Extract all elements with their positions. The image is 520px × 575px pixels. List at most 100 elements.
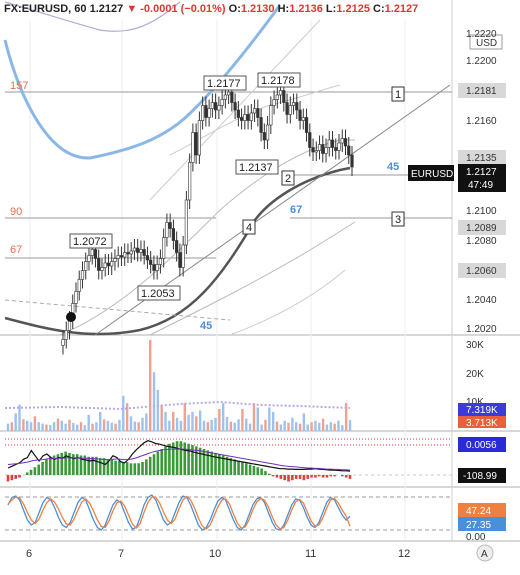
candle-body-57 — [246, 114, 250, 121]
macd-bar-59 — [233, 459, 237, 475]
candle-body-0 — [61, 339, 65, 346]
currency-badge-label: USD — [476, 38, 497, 49]
ma-label-45-lower: 45 — [200, 320, 212, 332]
candle-body-18 — [119, 255, 124, 258]
candle-body-33 — [168, 222, 172, 229]
candle-body-13 — [103, 262, 107, 268]
volume-bar-22 — [91, 423, 94, 431]
volume-bar-79 — [310, 422, 313, 431]
macd-bar-11 — [48, 456, 52, 475]
macd-bar-76 — [298, 475, 302, 479]
callout-1-2137: 1.2137 — [239, 162, 273, 174]
open-label: O: — [228, 3, 241, 15]
moving-averages — [3, 1, 451, 336]
candle-body-47 — [214, 102, 218, 111]
candle-body-77 — [311, 147, 315, 153]
candle-body-28 — [152, 264, 156, 271]
callout-1-2178: 1.2178 — [261, 75, 295, 87]
volume-bar-25 — [102, 419, 106, 431]
macd-bar-42 — [168, 443, 171, 475]
volume-bar-64 — [252, 403, 256, 431]
volume-bars — [6, 339, 352, 431]
trendline-lower — [4, 299, 231, 321]
candle-body-87 — [343, 138, 348, 147]
candle-body-50 — [223, 94, 227, 100]
candle-body-60 — [256, 108, 260, 118]
price-axis[interactable]: USD 1.2220 1.2200 1.2181 1.2160 1.2135 E… — [408, 29, 506, 335]
volume-bar-62 — [245, 418, 248, 431]
wave-markers: 1 2 3 4 — [242, 86, 405, 235]
volume-bar-60 — [237, 419, 240, 431]
volume-bar-45 — [179, 420, 183, 431]
macd-bar-82 — [321, 475, 325, 478]
macd-bar-15 — [64, 451, 67, 475]
macd-bar-20 — [83, 455, 87, 475]
volume-bar-77 — [302, 413, 306, 431]
volume-bar-70 — [275, 421, 279, 431]
candle-body-32 — [165, 222, 169, 238]
marker-4: 4 — [246, 222, 252, 234]
stoch-line-0 — [7, 494, 351, 531]
candle-body-46 — [210, 102, 214, 109]
volume-bar-13 — [56, 418, 60, 431]
volume-bar-66 — [260, 424, 263, 431]
candle-body-70 — [288, 105, 292, 115]
volume-bar-52 — [206, 422, 210, 431]
volume-bar-67 — [264, 419, 267, 431]
volume-bar-7 — [33, 416, 37, 431]
candle-body-81 — [324, 147, 328, 154]
macd-bar-27 — [110, 459, 114, 475]
volume-bar-5 — [26, 420, 29, 431]
stoch-zero: 0.00 — [466, 532, 486, 543]
macd-bar-64 — [252, 465, 256, 475]
macd-bar-21 — [87, 456, 90, 475]
macd-bar-84 — [329, 475, 333, 477]
candle-body-6 — [80, 270, 85, 280]
stochastic-axis: 47.24 27.35 0.00 — [458, 503, 506, 543]
volume-bar-3 — [18, 404, 21, 431]
volume-ma-line — [4, 400, 351, 411]
candle-body-21 — [129, 250, 133, 255]
candle-body-38 — [184, 199, 188, 246]
ma-blue-upper — [3, 4, 282, 160]
macd-bar-50 — [198, 447, 202, 475]
volume-bar-78 — [306, 424, 309, 431]
volume-bar-32 — [129, 416, 133, 431]
volume-bar-17 — [72, 422, 75, 431]
price-tick-1-2060: 1.2060 — [466, 266, 497, 277]
macd-bar-52 — [206, 450, 210, 475]
volume-last-value: 3.713K — [466, 418, 498, 429]
volume-bar-54 — [214, 417, 217, 431]
candle-body-51 — [227, 91, 231, 96]
candle-body-83 — [330, 139, 335, 148]
candle-body-78 — [314, 150, 318, 153]
candle-body-10 — [93, 249, 98, 259]
candle-body-15 — [110, 261, 114, 267]
candle-body-9 — [90, 249, 94, 256]
last-price: 1.2127 — [89, 3, 124, 15]
candle-body-7 — [84, 261, 88, 271]
volume-bar-76 — [298, 423, 302, 431]
volume-bar-39 — [156, 389, 160, 431]
price-tick-1-2100: 1.2100 — [466, 206, 497, 217]
volume-bar-8 — [37, 422, 40, 431]
ma-thin-2 — [149, 221, 356, 336]
macd-bar-81 — [317, 475, 321, 477]
auto-scale-label: A — [481, 549, 488, 560]
candle-body-14 — [106, 262, 111, 267]
macd-bar-18 — [75, 454, 79, 475]
volume-ma-value: 7.319K — [466, 405, 498, 416]
volume-bar-49 — [195, 416, 198, 431]
macd-bar-0 — [6, 475, 10, 482]
price-change: -0.0001 (−0.01%) — [140, 3, 226, 15]
price-callouts: 1.2177 1.2178 1.2137 1.2072 1.2053 — [69, 72, 301, 301]
macd-bar-65 — [256, 467, 260, 475]
time-axis[interactable]: 6 7 10 11 12 A — [26, 544, 494, 562]
macd-bar-45 — [179, 441, 183, 475]
marker-2: 2 — [285, 173, 291, 185]
ma-purple-upper — [4, 1, 181, 32]
candle-body-72 — [295, 102, 299, 111]
volume-bar-21 — [87, 414, 90, 431]
